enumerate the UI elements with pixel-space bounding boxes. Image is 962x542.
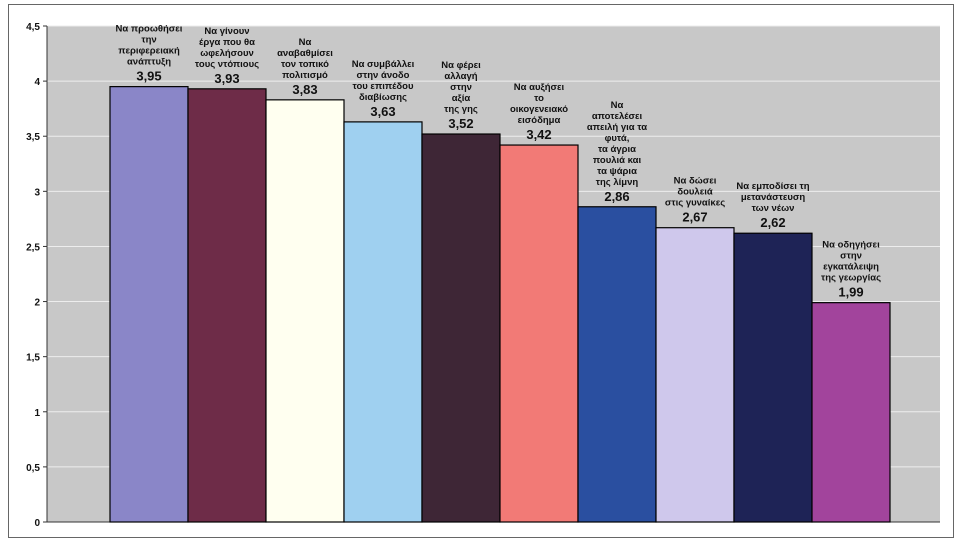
category-label: πολιτισμό: [282, 70, 328, 81]
bar: [109, 86, 189, 523]
y-tick-label: 1: [34, 408, 40, 419]
category-label: έργα που θα: [199, 37, 255, 48]
category-label: Να οδηγήσει: [822, 240, 880, 251]
bar: [655, 227, 735, 523]
y-tick-label: 3: [34, 187, 40, 198]
bar: [265, 99, 345, 523]
category-label: του επιπέδου: [352, 81, 413, 92]
y-tick-label: 4: [34, 77, 40, 88]
category-label: Να προωθήσει: [116, 24, 183, 35]
category-label: στις γυναίκες: [665, 198, 725, 209]
category-label: αναβαθμίσει: [277, 48, 333, 59]
category-label: Να αυξήσει: [514, 82, 565, 93]
category-label: αποτελέσει: [592, 111, 643, 122]
data-label: 3,63: [370, 104, 395, 119]
data-label: 3,83: [292, 82, 317, 97]
data-label: 3,93: [214, 71, 239, 86]
y-tick-label: 0,5: [26, 463, 40, 474]
category-label: ωφελήσουν: [200, 48, 254, 59]
category-label: Να: [611, 100, 624, 111]
bar: [499, 144, 579, 523]
category-label: αξία: [452, 93, 471, 104]
category-label: απειλή για τα: [587, 122, 647, 133]
data-label: 2,62: [760, 215, 785, 230]
bar: [421, 133, 501, 523]
bar: [577, 206, 657, 523]
y-tick-label: 0: [34, 518, 40, 529]
category-label: ανάπτυξη: [127, 57, 171, 68]
data-label: 1,99: [838, 285, 863, 300]
y-tick-label: 1,5: [26, 353, 40, 364]
category-label: της γεωργίας: [821, 273, 881, 284]
y-tick-label: 2,5: [26, 242, 40, 253]
category-label: Να: [299, 37, 312, 48]
data-label: 2,67: [682, 210, 707, 225]
bar: [187, 88, 267, 523]
category-label: των νέων: [752, 203, 795, 214]
category-label: φυτά,: [605, 133, 630, 144]
data-label: 3,95: [136, 69, 161, 84]
data-label: 2,86: [604, 189, 629, 204]
category-label: πουλιά και: [593, 155, 642, 166]
category-label: μετανάστευση: [741, 192, 806, 203]
category-label: εισόδημα: [518, 115, 561, 126]
category-label: οικογενειακό: [510, 104, 568, 115]
category-label: τα ψάρια: [597, 166, 637, 177]
bar: [343, 121, 423, 523]
category-label: στην: [450, 82, 472, 93]
y-tick-label: 2: [34, 298, 40, 309]
category-label: την: [141, 35, 156, 46]
bar: [811, 302, 891, 523]
category-label: τα άγρια: [598, 144, 636, 155]
category-label: διαβίωσης: [359, 92, 407, 103]
category-label: τον τοπικό: [281, 59, 329, 70]
category-label: αλλαγή: [444, 71, 477, 82]
category-label: περιφερειακή: [118, 46, 180, 57]
category-label: της λίμνη: [596, 177, 639, 188]
category-label: το: [534, 93, 544, 104]
category-label: στην άνοδο: [357, 70, 410, 81]
category-label: Να συμβάλλει: [352, 59, 415, 70]
category-label: της γης: [444, 104, 478, 115]
category-label: Να γίνουν: [204, 26, 249, 37]
data-label: 3,42: [526, 127, 551, 142]
category-label: τους ντόπιους: [195, 59, 259, 70]
category-label: εγκατάλειψη: [823, 262, 879, 273]
category-label: Να εμποδίσει τη: [736, 181, 809, 192]
y-tick-label: 4,5: [26, 22, 40, 33]
category-label: στην: [840, 251, 862, 262]
data-label: 3,52: [448, 116, 473, 131]
category-label: δουλειά: [677, 187, 713, 198]
category-label: Να φέρει: [441, 60, 481, 71]
bar: [733, 232, 813, 523]
y-tick-label: 3,5: [26, 132, 40, 143]
category-label: Να δώσει: [674, 176, 717, 187]
